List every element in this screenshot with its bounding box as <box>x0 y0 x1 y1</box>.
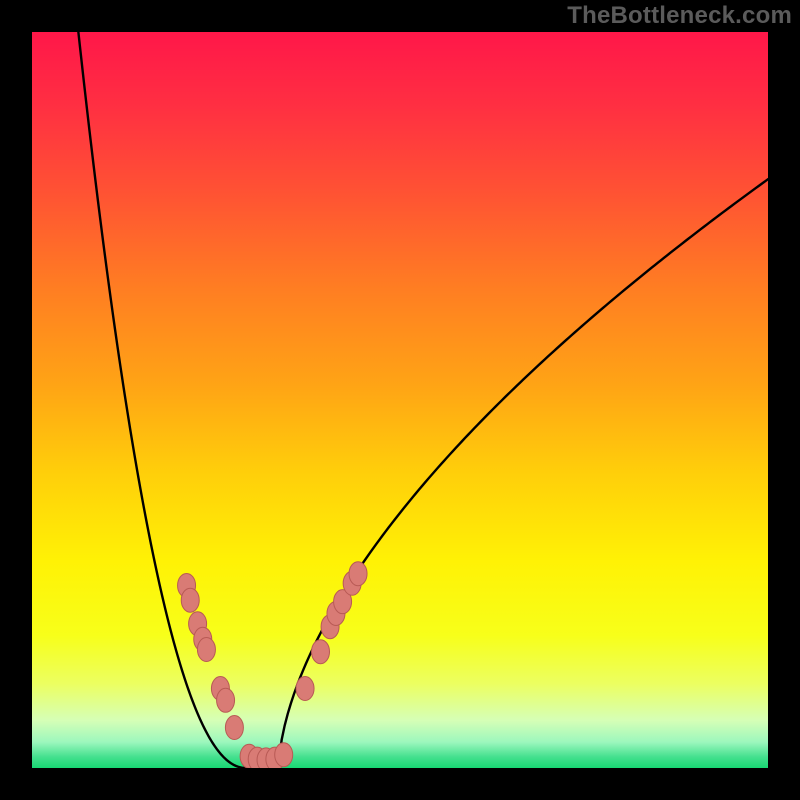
curve-marker <box>197 638 215 662</box>
curve-marker <box>312 640 330 664</box>
curve-marker <box>296 677 314 701</box>
curve-marker <box>217 688 235 712</box>
curve-marker <box>349 562 367 586</box>
curve-marker <box>181 588 199 612</box>
curve-marker <box>275 743 293 767</box>
plot-area <box>32 32 768 768</box>
bottleneck-curve <box>78 32 768 768</box>
watermark-text: TheBottleneck.com <box>567 2 792 30</box>
chart-svg <box>32 32 768 768</box>
curve-marker <box>225 716 243 740</box>
